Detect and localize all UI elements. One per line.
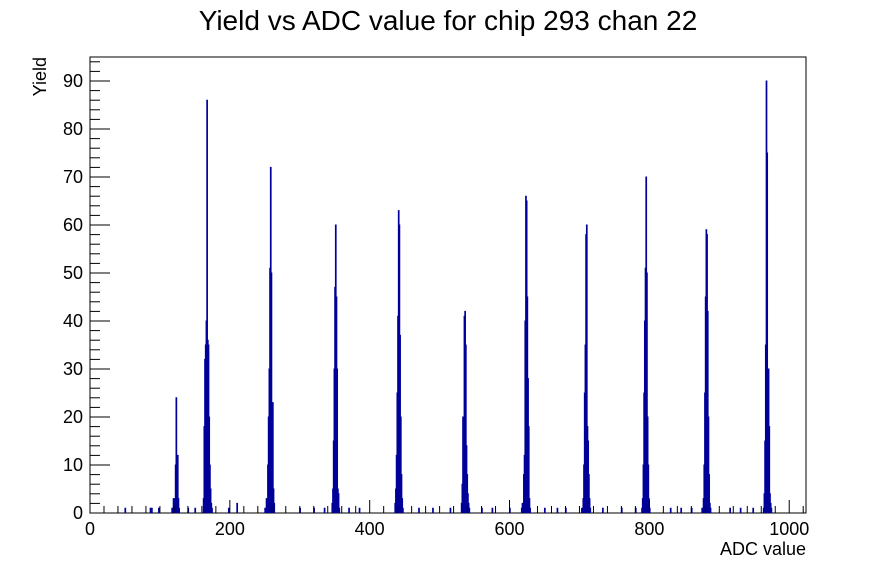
histogram-bin (739, 507, 742, 513)
histogram-bin (151, 507, 153, 513)
x-tick-label: 200 (215, 519, 245, 539)
histogram-bin (709, 507, 712, 513)
histogram-bin (336, 368, 339, 513)
histogram-bin (400, 474, 403, 513)
histogram-bin (211, 507, 213, 513)
histogram-bins (124, 80, 773, 513)
histogram-bin (588, 474, 590, 513)
y-tick-label: 90 (63, 71, 83, 91)
histogram-bin (464, 344, 467, 513)
y-tick-label: 30 (63, 359, 83, 379)
histogram-bin (194, 507, 197, 513)
histogram-bin (646, 272, 648, 513)
histogram-bin (543, 507, 546, 513)
histogram-bin (729, 507, 731, 513)
x-axis-label: ADC value (720, 539, 806, 559)
plot-frame (89, 56, 807, 514)
histogram-bin (556, 507, 559, 513)
y-axis-label: Yield (30, 57, 50, 96)
histogram-bin (602, 507, 604, 513)
histogram-bin (401, 498, 404, 513)
histogram-bin (527, 426, 530, 513)
histogram-bin (227, 507, 230, 513)
y-tick-label: 0 (73, 503, 83, 523)
histogram-bin (402, 507, 404, 513)
histogram-bin (264, 507, 267, 513)
histogram-bin (337, 493, 340, 513)
histogram-bin (206, 99, 208, 513)
histogram-bin (647, 464, 650, 513)
histogram-bin (348, 507, 350, 513)
histogram-bin (265, 498, 268, 513)
plot-area: 0 200 400 600 800 1000 0 10 20 30 40 50 60 70 80 90 (63, 56, 809, 539)
histogram-bin (585, 224, 588, 513)
histogram-bin (588, 498, 591, 513)
x-tick-label: 0 (85, 519, 95, 539)
histogram-bin (124, 507, 127, 513)
histogram-bin (468, 507, 471, 513)
histogram-bin (175, 397, 178, 513)
histogram-bin (462, 416, 464, 513)
chart-title: Yield vs ADC value for chip 293 chan 22 (199, 5, 698, 36)
histogram-bin (707, 416, 710, 513)
y-tick-label: 50 (63, 263, 83, 283)
histogram-bin (770, 507, 773, 513)
histogram-bin (768, 426, 771, 513)
y-tick-label: 10 (63, 455, 83, 475)
x-tick-label: 800 (634, 519, 664, 539)
x-axis-ticks: 0 200 400 600 800 1000 (85, 500, 809, 539)
histogram-bin (177, 498, 180, 513)
histogram-bin (529, 507, 532, 513)
histogram-bin (209, 488, 212, 513)
histogram-bin (273, 502, 276, 513)
histogram-bin (338, 507, 341, 513)
y-axis-ticks: 0 10 20 30 40 50 60 70 80 90 (63, 61, 110, 523)
histogram-bin (528, 498, 531, 513)
histogram-bin (323, 507, 326, 513)
histogram-bin (680, 507, 683, 513)
histogram-bin (358, 507, 361, 513)
histogram-bin (272, 488, 275, 513)
histogram-bin (149, 507, 152, 513)
histogram-bin (449, 507, 452, 513)
histogram-bin (752, 507, 755, 513)
histogram-bin (178, 507, 180, 513)
histogram-bin (399, 416, 402, 513)
histogram-bin (669, 507, 672, 513)
histogram-bin (766, 152, 769, 513)
histogram-bin (706, 310, 709, 513)
histogram-bin (171, 507, 174, 513)
histogram-bin (176, 454, 179, 513)
histogram-bin (158, 507, 160, 513)
histogram-bin (418, 507, 420, 513)
histogram-bin (589, 507, 592, 513)
histogram-bin (432, 507, 434, 513)
histogram-bin (236, 502, 239, 513)
y-tick-label: 60 (63, 215, 83, 235)
histogram-bin (581, 507, 583, 513)
x-tick-label: 600 (495, 519, 525, 539)
x-tick-label: 400 (355, 519, 385, 539)
histogram-bin (270, 272, 273, 513)
y-tick-label: 40 (63, 311, 83, 331)
histogram-bin (521, 502, 524, 513)
y-tick-label: 20 (63, 407, 83, 427)
y-tick-label: 80 (63, 119, 83, 139)
histogram-bin (701, 507, 704, 513)
histogram-bin (172, 498, 175, 513)
x-tick-label: 1000 (769, 519, 809, 539)
histogram-bin (708, 474, 711, 513)
histogram-bin (271, 402, 274, 513)
y-tick-label: 70 (63, 167, 83, 187)
histogram-bin (491, 507, 494, 513)
